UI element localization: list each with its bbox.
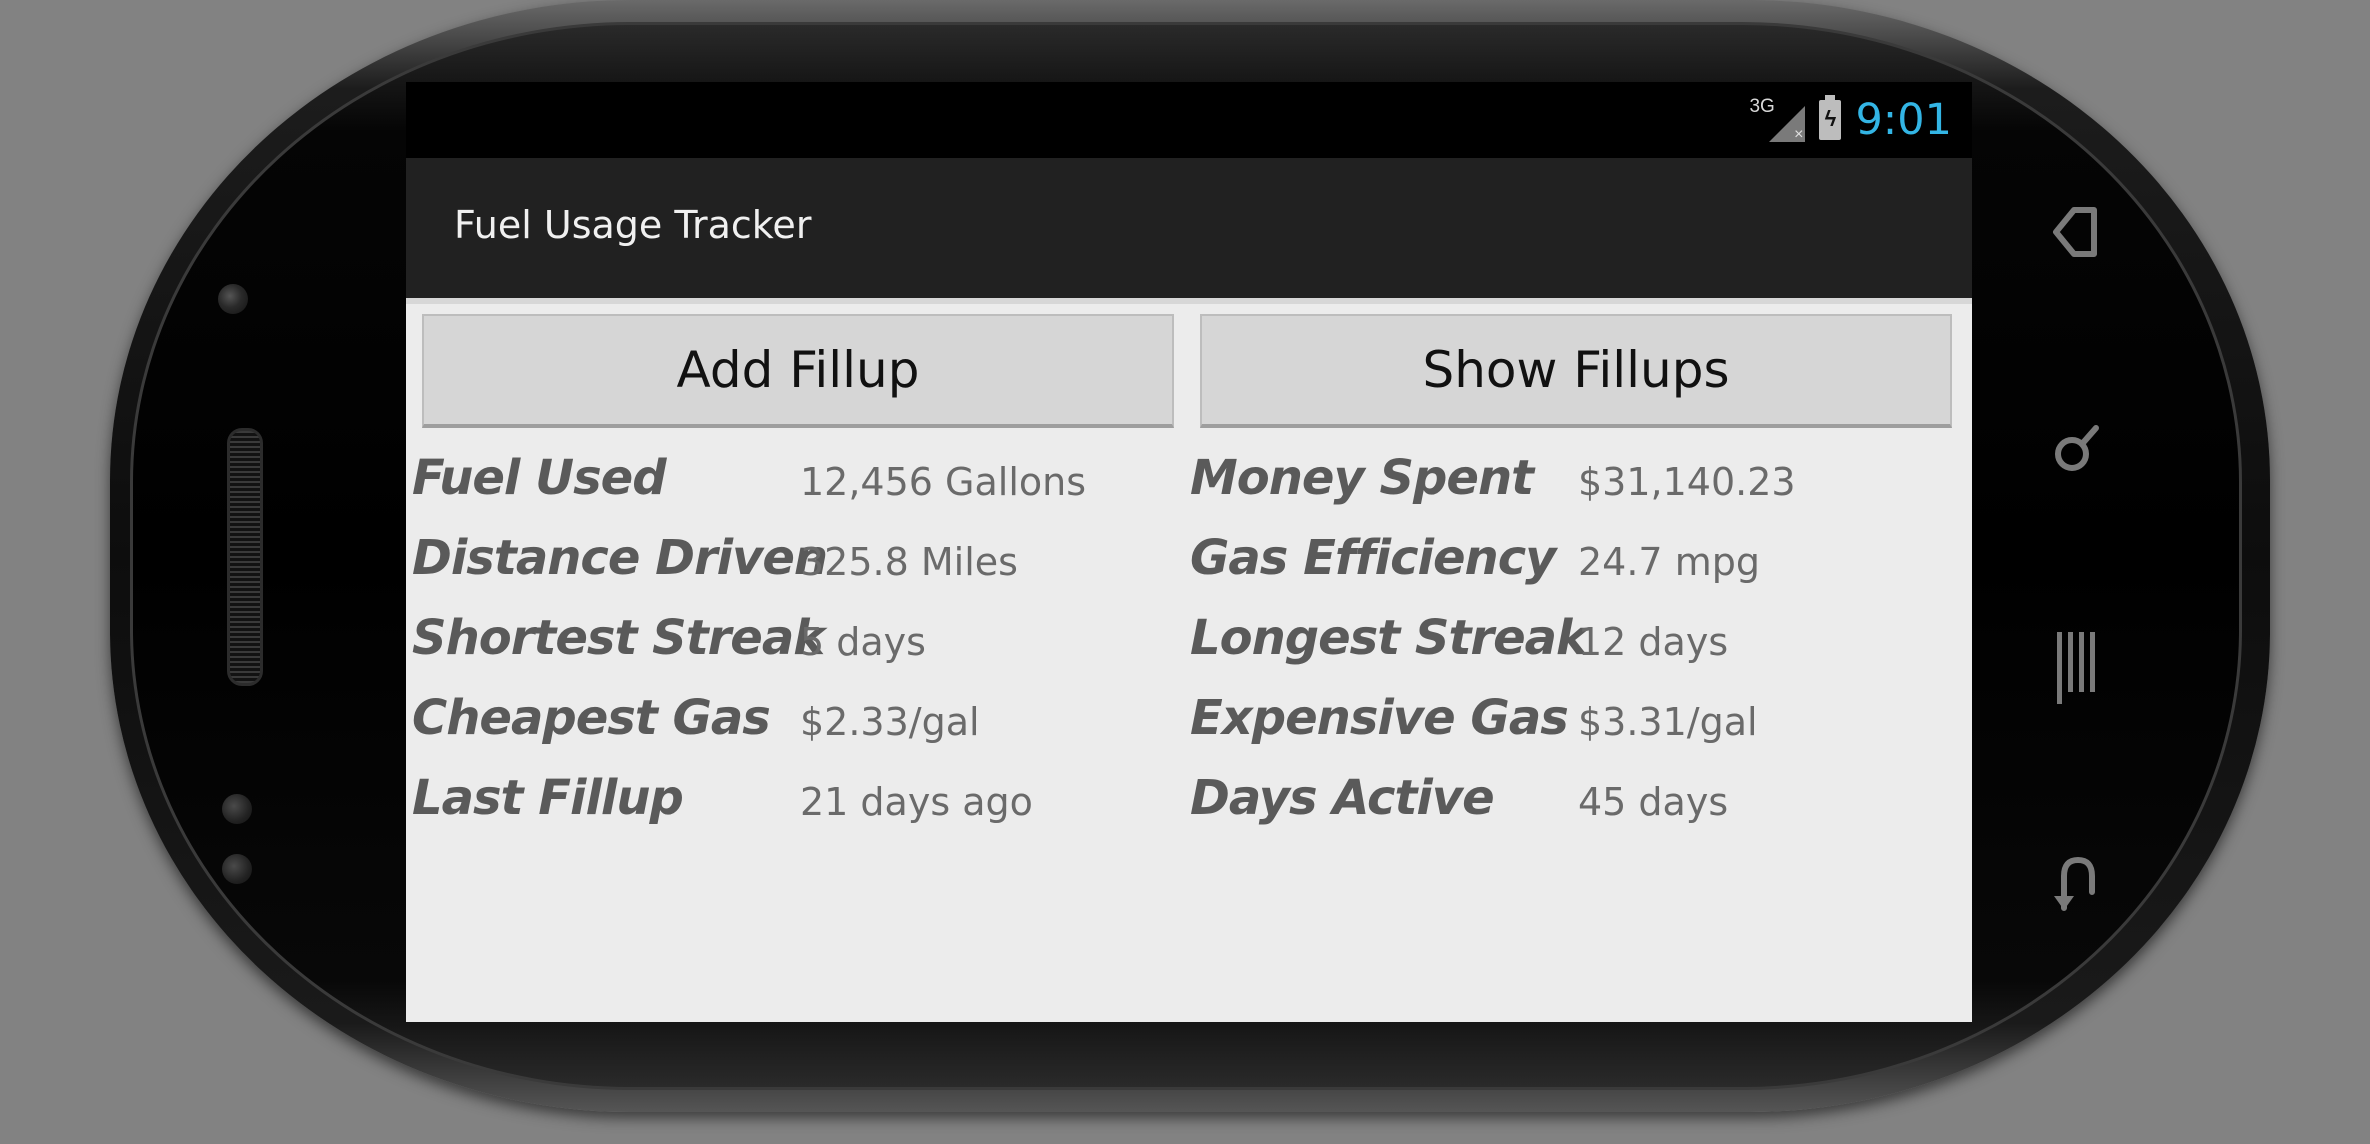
expensive-gas-value: $3.31/gal bbox=[1578, 700, 1758, 744]
return-icon[interactable] bbox=[2046, 842, 2106, 922]
app-title: Fuel Usage Tracker bbox=[454, 203, 812, 247]
no-signal-x-icon: × bbox=[1794, 126, 1804, 143]
earpiece-speaker bbox=[227, 428, 263, 686]
days-active-value: 45 days bbox=[1578, 780, 1729, 824]
network-type-label: 3G bbox=[1749, 96, 1775, 117]
money-spent-value: $31,140.23 bbox=[1578, 460, 1796, 504]
gas-efficiency-value: 24.7 mpg bbox=[1578, 540, 1760, 584]
last-fillup-label: Last Fillup bbox=[412, 770, 684, 826]
stats-row: Last Fillup 21 days ago Days Active 45 d… bbox=[406, 770, 1972, 850]
days-active-label: Days Active bbox=[1190, 770, 1495, 826]
distance-driven-value: 325.8 Miles bbox=[800, 540, 1018, 584]
stats-row: Shortest Streak 5 days Longest Streak 12… bbox=[406, 610, 1972, 690]
distance-driven-label: Distance Driven bbox=[412, 530, 828, 586]
money-spent-label: Money Spent bbox=[1190, 450, 1534, 506]
phone-screen: 3G × ϟ 9:01 Fuel Usage Tracker Add Fillu… bbox=[406, 82, 1972, 1022]
cheapest-gas-label: Cheapest Gas bbox=[412, 690, 771, 746]
magnifier-icon bbox=[2055, 425, 2099, 471]
last-fillup-value: 21 days ago bbox=[800, 780, 1033, 824]
search-icon[interactable] bbox=[2046, 408, 2106, 488]
gas-efficiency-label: Gas Efficiency bbox=[1190, 530, 1556, 586]
signal-strength-icon bbox=[1769, 106, 1806, 142]
battery-charging-icon: ϟ bbox=[1819, 95, 1842, 140]
light-sensor bbox=[222, 854, 252, 884]
show-fillups-button[interactable]: Show Fillups bbox=[1200, 314, 1952, 428]
back-icon[interactable] bbox=[2046, 192, 2106, 272]
longest-streak-value: 12 days bbox=[1578, 620, 1729, 664]
charging-bolt-icon: ϟ bbox=[1824, 106, 1837, 131]
status-clock: 9:01 bbox=[1855, 95, 1952, 145]
signal-3g-icon: 3G × bbox=[1749, 96, 1806, 144]
stats-row: Cheapest Gas $2.33/gal Expensive Gas $3.… bbox=[406, 690, 1972, 770]
return-arrow-icon bbox=[2054, 856, 2095, 911]
menu-icon[interactable] bbox=[2046, 620, 2106, 704]
longest-streak-label: Longest Streak bbox=[1190, 610, 1588, 666]
front-camera bbox=[218, 284, 248, 314]
stats-row: Fuel Used 12,456 Gallons Money Spent $31… bbox=[406, 450, 1972, 530]
shortest-streak-value: 5 days bbox=[800, 620, 926, 664]
proximity-sensor bbox=[222, 794, 252, 824]
action-bar: Fuel Usage Tracker bbox=[406, 158, 1972, 298]
expensive-gas-label: Expensive Gas bbox=[1190, 690, 1569, 746]
main-content: Add Fillup Show Fillups Fuel Used 12,456… bbox=[406, 298, 1972, 1022]
cheapest-gas-value: $2.33/gal bbox=[800, 700, 980, 744]
fuel-used-label: Fuel Used bbox=[412, 450, 667, 506]
stats-row: Distance Driven 325.8 Miles Gas Efficien… bbox=[406, 530, 1972, 610]
menu-bars-icon bbox=[2046, 620, 2106, 704]
fuel-used-value: 12,456 Gallons bbox=[800, 460, 1087, 504]
back-arrow-icon bbox=[2053, 207, 2097, 257]
status-bar: 3G × ϟ 9:01 bbox=[406, 82, 1972, 158]
add-fillup-button[interactable]: Add Fillup bbox=[422, 314, 1174, 428]
shortest-streak-label: Shortest Streak bbox=[412, 610, 825, 666]
status-icons: 3G × ϟ 9:01 bbox=[1749, 94, 1952, 146]
